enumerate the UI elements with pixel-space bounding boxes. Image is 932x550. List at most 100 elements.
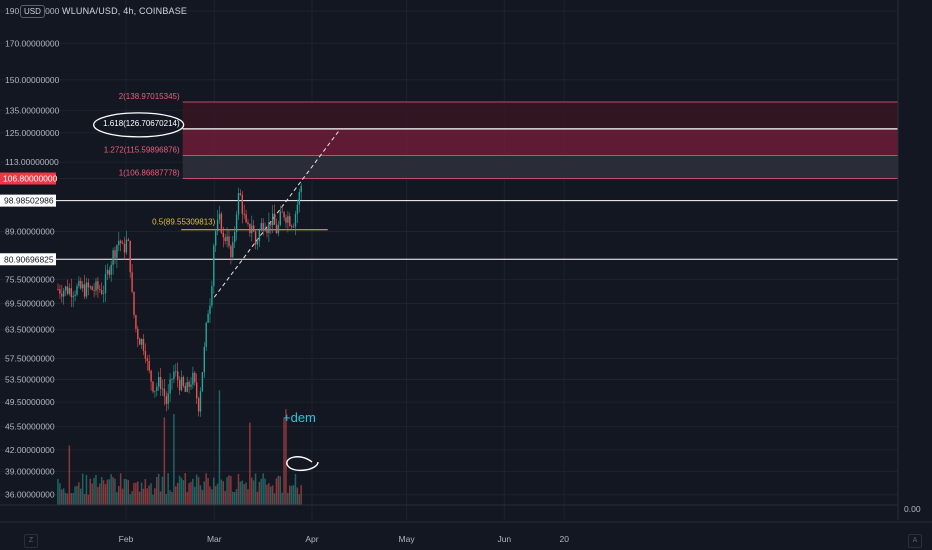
price-tick-label: 75.50000000 — [5, 274, 55, 284]
candle-body — [59, 289, 61, 294]
symbol-header[interactable]: WLUNA/USD, 4h, COINBASE — [62, 6, 188, 16]
volume-bar — [205, 473, 207, 505]
time-axis-bg — [0, 520, 932, 550]
candle-body — [287, 216, 289, 223]
fib-band — [182, 155, 899, 179]
candle-body — [226, 236, 228, 241]
volume-bar — [165, 494, 167, 505]
candle-body — [235, 214, 238, 232]
volume-bar — [171, 492, 173, 505]
volume-bar — [235, 489, 238, 505]
volume-bar — [224, 490, 226, 505]
volume-bar — [271, 485, 274, 505]
volume-bar — [279, 476, 281, 505]
time-tick-label: Jun — [497, 534, 511, 544]
candle-body — [101, 290, 103, 294]
volume-bar — [89, 478, 91, 505]
candle-body — [154, 390, 156, 392]
volume-bar — [247, 489, 249, 505]
candle-body — [114, 250, 116, 258]
volume-bar — [275, 478, 278, 505]
volume-bar — [91, 483, 93, 505]
candle-body — [275, 224, 278, 234]
volume-bar — [256, 491, 259, 505]
candle-body — [249, 223, 251, 234]
candle-body — [270, 222, 272, 226]
volume-bar — [70, 493, 72, 505]
volume-bar — [232, 491, 234, 505]
price-tick-label: 69.50000000 — [5, 298, 55, 308]
price-axis: 190.00000000170.00000000150.00000000135.… — [0, 6, 60, 500]
candle-body — [218, 213, 221, 220]
volume-bar — [121, 488, 124, 505]
candle-body — [97, 281, 99, 290]
candle-body — [292, 226, 295, 228]
candle-body — [178, 379, 181, 391]
volume-bar — [285, 409, 287, 505]
candle-body — [192, 372, 194, 385]
candle-body — [63, 290, 65, 297]
volume-bar — [249, 422, 251, 505]
price-tick-label: 63.50000000 — [5, 325, 55, 335]
candle-body — [82, 284, 84, 289]
candle-body — [78, 280, 80, 287]
volume-bar — [76, 485, 78, 505]
volume-bar — [199, 485, 202, 505]
volume-bars — [57, 390, 302, 505]
candle-body — [165, 396, 167, 404]
candle-body — [209, 305, 211, 314]
price-tick-label: 170.00000000 — [5, 38, 60, 48]
volume-bar — [243, 484, 245, 505]
volume-bar — [173, 414, 175, 505]
candle-body — [57, 289, 59, 290]
candle-body — [272, 213, 274, 226]
candle-body — [127, 239, 129, 241]
volume-bar — [277, 475, 280, 505]
auto-scale-button[interactable]: A — [908, 534, 922, 548]
candle-body — [76, 286, 78, 295]
currency-badge[interactable]: USD — [20, 5, 45, 18]
price-tick-label: 53.50000000 — [5, 375, 55, 385]
volume-bar — [140, 482, 143, 505]
volume-bar — [270, 486, 272, 505]
zoom-button[interactable]: Z — [24, 534, 38, 548]
candle-body — [137, 328, 139, 339]
candle-body — [264, 228, 266, 231]
fib-level-label: 2(138.97015345) — [119, 92, 180, 101]
volume-bar — [207, 477, 209, 505]
volume-bar — [146, 488, 148, 505]
candle-body — [159, 376, 162, 390]
candle-body — [83, 284, 86, 297]
volume-bar — [72, 493, 74, 505]
volume-bar — [258, 481, 261, 505]
volume-bar — [211, 489, 213, 505]
volume-bar — [125, 479, 128, 505]
price-tick-label: 45.50000000 — [5, 422, 55, 432]
candle-body — [190, 384, 192, 387]
volume-bar — [218, 390, 221, 505]
highlight-circle — [92, 112, 185, 138]
candle-body — [120, 240, 122, 243]
volume-bar — [97, 487, 99, 505]
volume-bar — [283, 418, 285, 505]
volume-bar — [142, 488, 145, 505]
volume-bar — [129, 494, 131, 505]
volume-bar — [175, 486, 177, 505]
candle-body — [222, 232, 224, 238]
volume-bar — [150, 483, 152, 505]
price-tick-label: 57.50000000 — [5, 354, 55, 364]
candles — [57, 183, 302, 417]
candle-body — [167, 393, 169, 404]
candle-body — [260, 223, 262, 231]
volume-bar — [192, 478, 194, 505]
volume-bar — [296, 487, 299, 505]
candle-body — [95, 281, 97, 291]
candle-body — [291, 225, 293, 227]
candle-body — [112, 250, 114, 265]
volume-bar — [241, 480, 243, 505]
fib-level-label: 1(106.86687778) — [119, 168, 180, 177]
fib-zone: 2(138.97015345) 1.618(126.70670214) 1.272(… — [103, 92, 899, 179]
volume-bar — [83, 494, 86, 505]
candle-body — [156, 386, 158, 391]
